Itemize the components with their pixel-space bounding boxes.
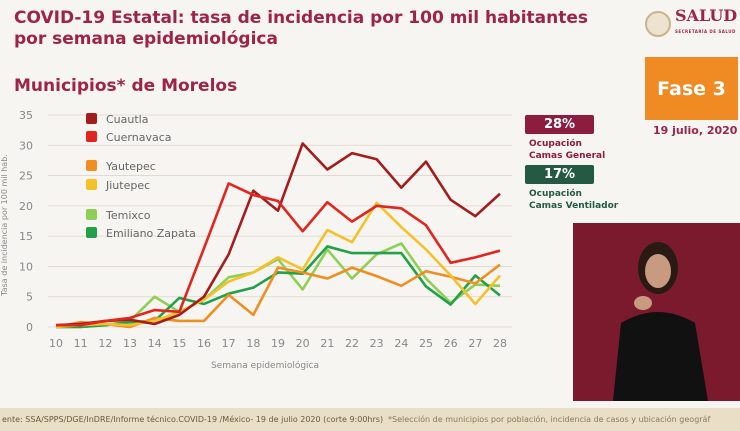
y-tick-label: 35 [19, 109, 33, 122]
x-tick-label: 12 [98, 337, 112, 350]
legend-swatch [86, 131, 97, 142]
legend-swatch [86, 160, 97, 171]
legend-label: Yautepec [105, 160, 156, 173]
legend-swatch [86, 113, 97, 124]
general-beds-label: Ocupación Camas General [529, 139, 606, 161]
seal-icon [645, 11, 671, 37]
page-subtitle: Municipios* de Morelos [14, 76, 238, 96]
x-tick-label: 16 [197, 337, 211, 350]
x-tick-label: 11 [74, 337, 88, 350]
legend-label: Temixco [105, 209, 151, 222]
footer-source: ente: SSA/SPPS/DGE/InDRE/Informe técnico… [2, 415, 384, 424]
series-line-cuautla [55, 142, 501, 327]
y-tick-label: 10 [19, 260, 33, 273]
logo-tagline: SECRETARÍA DE SALUD [675, 29, 736, 34]
interpreter-figure [613, 242, 708, 401]
x-tick-label: 14 [148, 337, 162, 350]
logo-name: SALUD [675, 6, 738, 25]
x-tick-label: 10 [49, 337, 63, 350]
footer-bar: ente: SSA/SPPS/DGE/InDRE/Informe técnico… [0, 408, 740, 431]
x-tick-label: 25 [419, 337, 433, 350]
legend-label: Emiliano Zapata [106, 227, 196, 240]
legend-label: Cuautla [106, 113, 148, 126]
x-tick-label: 13 [123, 337, 137, 350]
x-tick-label: 21 [320, 337, 334, 350]
salud-logo: SALUD SECRETARÍA DE SALUD [645, 8, 737, 40]
y-tick-label: 30 [19, 139, 33, 152]
x-tick-label: 23 [370, 337, 384, 350]
series-line-yautepec [55, 263, 501, 329]
x-tick-label: 19 [271, 337, 285, 350]
x-tick-label: 28 [493, 337, 507, 350]
ventilator-beds-badge: 17% [525, 165, 594, 184]
x-tick-label: 15 [172, 337, 186, 350]
y-tick-label: 5 [26, 291, 33, 304]
legend-swatch [86, 209, 97, 220]
phase-badge: Fase 3 [645, 57, 738, 120]
legend-label: Cuernavaca [106, 131, 172, 144]
y-tick-label: 0 [26, 321, 33, 334]
series-line-jiutepec [55, 201, 501, 329]
ventilator-beds-label: Ocupación Camas Ventilador [529, 189, 619, 211]
y-axis-label: Tasa de incidencia por 100 mil hab. [0, 154, 9, 297]
x-tick-label: 26 [444, 337, 458, 350]
legend-swatch [86, 179, 97, 190]
footer-note: *Selección de municipios por población, … [388, 415, 711, 424]
y-tick-label: 25 [19, 170, 33, 183]
x-axis-label: Semana epidemiológica [211, 360, 319, 371]
legend-swatch [86, 227, 97, 238]
x-tick-label: 27 [468, 337, 482, 350]
incidence-chart: 0 5 10 15 20 25 30 35 10 11 12 13 14 15 16 17 18 19 20 21 22… [0, 109, 512, 371]
y-tick-label: 20 [19, 200, 33, 213]
x-tick-label: 17 [222, 337, 236, 350]
x-tick-label: 22 [345, 337, 359, 350]
sign-language-interpreter-video [573, 223, 740, 401]
series-line-cuernavaca [56, 182, 501, 327]
x-tick-label: 18 [246, 337, 260, 350]
series-line-emiliano-zapata [56, 245, 501, 329]
phase-date: 19 julio, 2020 [653, 124, 738, 137]
page-title: COVID-19 Estatal: tasa de incidencia por… [14, 8, 589, 49]
y-tick-label: 15 [19, 230, 33, 243]
x-tick-label: 20 [296, 337, 310, 350]
general-beds-badge: 28% [525, 115, 594, 134]
x-tick-label: 24 [394, 337, 408, 350]
legend-label: Jiutepec [105, 179, 150, 192]
